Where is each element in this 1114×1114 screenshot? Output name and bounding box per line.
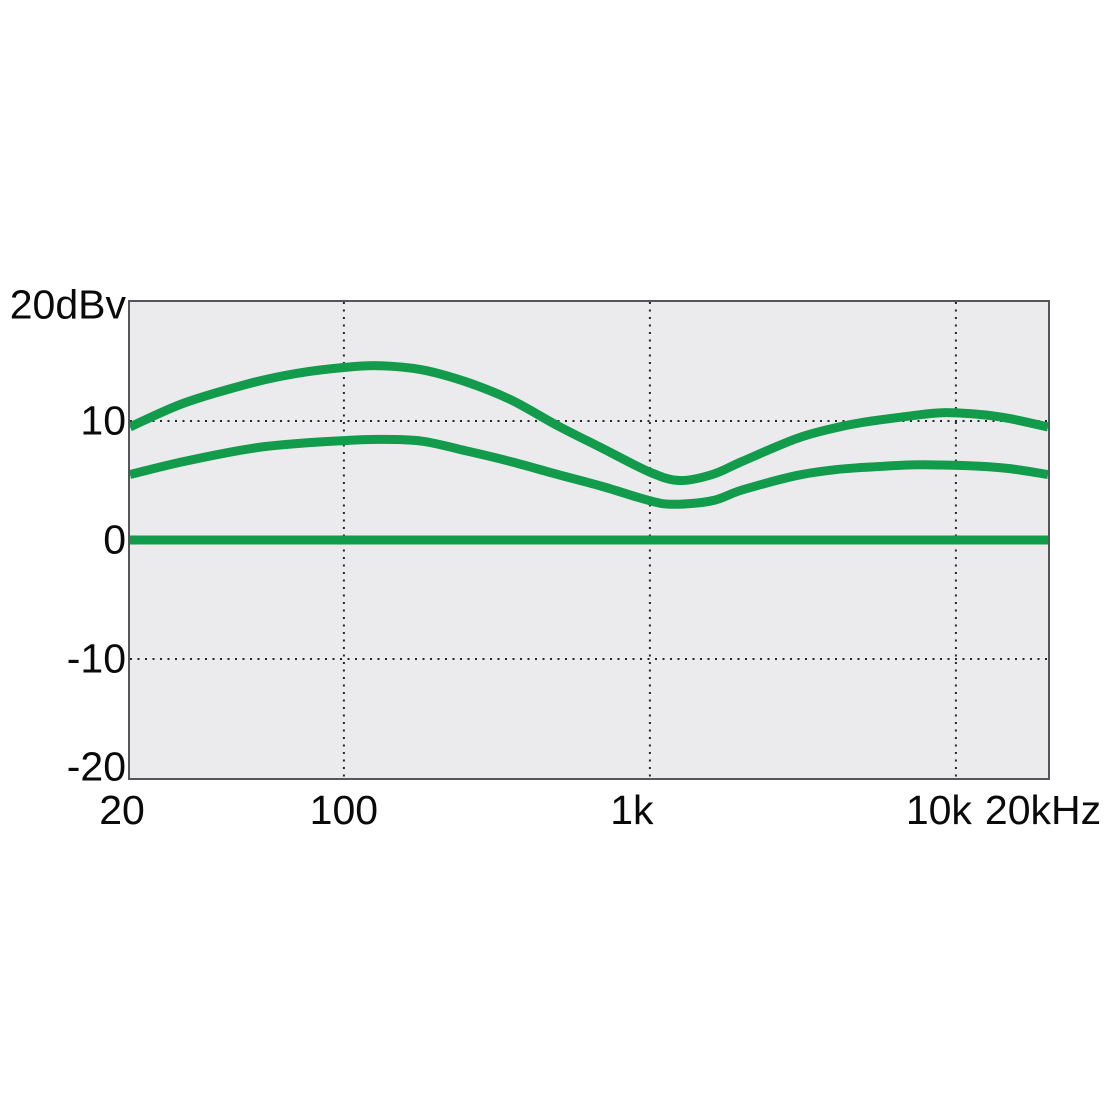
plot-area: [128, 300, 1050, 780]
y-tick-label: 20dBv: [9, 281, 126, 328]
y-tick-label: 0: [103, 516, 126, 563]
x-tick-label: 20: [99, 787, 145, 833]
y-tick-label: 10: [80, 397, 126, 444]
y-tick-label: -20: [66, 743, 126, 790]
x-tick-label: 10k: [905, 787, 972, 833]
series-path-upper-loudness-curve: [130, 361, 1048, 486]
y-tick-label: -10: [66, 635, 126, 682]
x-tick-label: 20kHz: [984, 787, 1102, 833]
x-tick-label: 100: [309, 787, 379, 833]
series-path-lower-loudness-curve: [130, 434, 1048, 509]
x-tick-label: 1k: [610, 787, 654, 833]
chart-svg: [130, 302, 1048, 778]
